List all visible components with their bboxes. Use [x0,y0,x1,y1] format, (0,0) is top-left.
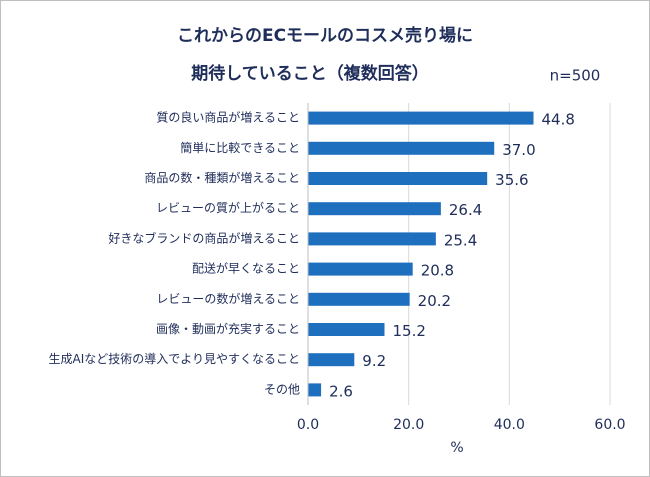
bar [308,323,385,336]
chart-title: これからのECモールのコスメ売り場に [177,25,473,46]
value-label: 20.8 [421,262,454,280]
y-tick-label: 配送が早くなること [192,261,300,276]
value-label: 9.2 [362,352,386,370]
bar [308,232,436,246]
value-label: 15.2 [393,322,426,340]
y-tick-label: 好きなブランドの商品が増えること [108,230,300,245]
chart-title: 期待していること（複数回答） [191,63,429,84]
bar [308,202,441,216]
bar [308,262,413,276]
value-label: 35.6 [495,171,528,189]
x-tick-label: 60.0 [594,417,625,433]
y-tick-label: 簡単に比較できること [180,140,300,155]
y-tick-label: レビューの質が上がること [156,200,300,215]
bar [308,141,495,155]
y-tick-label: 質の良い商品が増えること [156,110,300,125]
bar [308,172,488,185]
value-label: 44.8 [541,111,574,129]
bar [308,353,355,367]
sample-size: n=500 [550,67,601,85]
value-label: 2.6 [329,382,353,400]
bar [308,292,410,306]
value-label: 20.2 [418,292,451,310]
y-tick-label: 画像・動画が充実すること [156,321,300,336]
bar [308,383,322,397]
value-label: 26.4 [449,201,482,219]
x-tick-label: 0.0 [297,417,319,433]
x-tick-label: 40.0 [494,417,525,433]
value-label: 37.0 [502,141,535,159]
y-tick-label: 生成AIなど技術の導入でより見やすくなること [48,352,300,366]
x-tick-label: 20.0 [393,417,424,433]
x-axis-label: % [450,440,463,456]
y-tick-label: レビューの数が増えること [156,291,300,306]
y-tick-label: その他 [264,382,300,396]
value-label: 25.4 [444,231,477,249]
y-tick-label: 商品の数・種類が増えること [144,170,300,185]
bar [308,111,534,125]
